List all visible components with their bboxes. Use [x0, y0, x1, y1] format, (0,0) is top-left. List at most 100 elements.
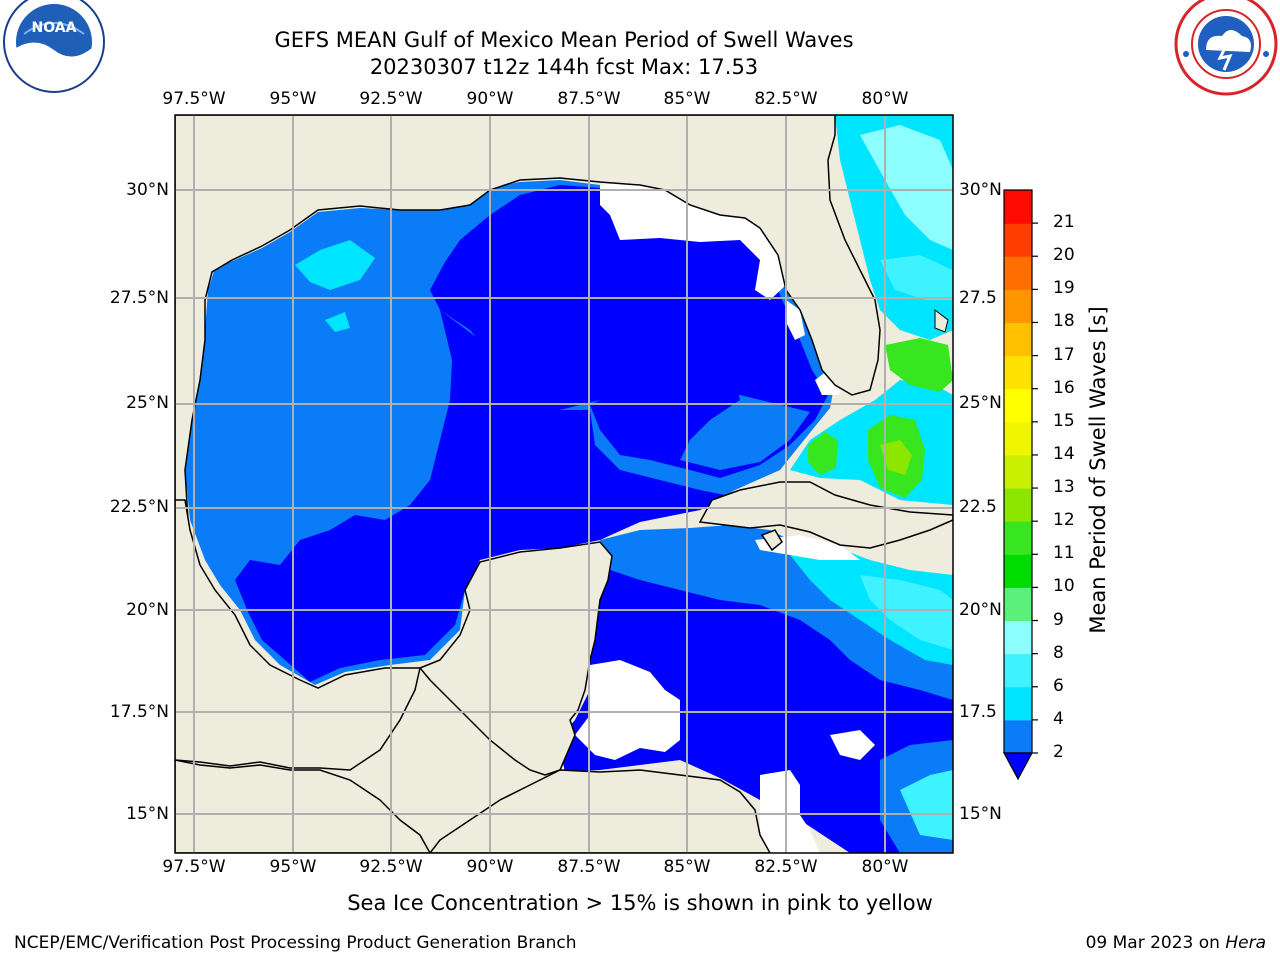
nodata-patch-ne [830, 730, 875, 760]
map-frame [174, 114, 954, 854]
colorbar-segment [1004, 719, 1032, 754]
lat-label-left: 27.5°N [109, 288, 169, 308]
colorbar-segment [1004, 653, 1032, 688]
lat-label-right: 20°N [959, 600, 1002, 620]
lat-label-right: 30°N [959, 180, 1002, 200]
lon-label-bottom: 97.5°W [162, 857, 226, 877]
bahamas-green [885, 338, 953, 392]
chart-subtitle: 20230307 t12z 144h fcst Max: 17.53 [369, 55, 759, 79]
lat-label-left: 30°N [126, 180, 169, 200]
colorbar-tick-label: 19 [1053, 278, 1075, 299]
colorbar-title: Mean Period of Swell Waves [s] [1086, 306, 1110, 634]
atlantic-light [860, 125, 953, 250]
colorbar-segment [1004, 223, 1032, 257]
colorbar-segment [1004, 355, 1032, 390]
lat-label-left: 17.5°N [109, 702, 169, 722]
lon-label-bottom: 92.5°W [359, 857, 423, 877]
land-mexico-west [175, 499, 421, 771]
colorbar-segment [1004, 587, 1032, 622]
colorbar-segment [1004, 454, 1032, 489]
nw-cyan [295, 240, 375, 290]
colorbar-tick-label: 2 [1053, 742, 1064, 762]
land-isle-of-youth [760, 529, 783, 552]
lon-label-bottom: 87.5°W [557, 857, 621, 877]
colorbar-segment [1004, 521, 1032, 555]
lon-label-top: 82.5°W [754, 89, 818, 109]
colorbar-tick-label: 16 [1053, 377, 1075, 398]
sea-ice-caption: Sea Ice Concentration > 15% is shown in … [347, 891, 933, 915]
colorbar-segment [1004, 421, 1032, 456]
land-bahamas [934, 308, 949, 333]
chart-title: GEFS MEAN Gulf of Mexico Mean Period of … [274, 28, 854, 52]
caribbean-se-cyan [900, 770, 953, 840]
colorbar-extend-arrow [1002, 752, 1034, 781]
lat-label-right: 15°N [959, 804, 1002, 824]
nw-cyan-2 [325, 312, 350, 332]
colorbar-segment [1004, 256, 1032, 290]
colorbar [1002, 189, 1038, 781]
land-yucatan [418, 541, 613, 776]
caribbean-shelf [600, 525, 953, 700]
lon-label-top: 87.5°W [557, 89, 621, 109]
lat-label-left: 22.5°N [109, 497, 169, 517]
map-area [175, 115, 953, 853]
colorbar-tick-label: 8 [1053, 642, 1064, 663]
colorbar-segment [1004, 388, 1032, 423]
graticule [175, 115, 953, 853]
colorbar-tick-label: 21 [1053, 212, 1075, 233]
lon-label-top: 95°W [269, 89, 317, 109]
footer-branch: NCEP/EMC/Verification Post Processing Pr… [14, 933, 577, 953]
lat-label-left: 20°N [126, 600, 169, 620]
colorbar-segment [1004, 686, 1032, 721]
lon-label-top: 85°W [663, 89, 711, 109]
colorbar-segment [1004, 322, 1032, 357]
colorbar-tick-label: 4 [1053, 708, 1064, 729]
lat-label-right: 25°N [959, 393, 1002, 413]
lon-label-bottom: 95°W [269, 857, 317, 877]
atlantic-shelf [880, 255, 953, 300]
nodata-honduras [760, 770, 820, 853]
caribbean-cyan-1 [790, 545, 953, 665]
colorbar-tick-label: 10 [1053, 576, 1075, 597]
lon-label-top: 80°W [861, 89, 909, 109]
lon-label-top: 97.5°W [162, 89, 226, 109]
colorbar-segment [1004, 488, 1032, 522]
noaa-logo: NOAA [3, 0, 105, 93]
lat-label-left: 25°N [126, 393, 169, 413]
gulf-deep-west [235, 310, 730, 682]
colorbar-tick-label: 18 [1053, 311, 1075, 332]
lon-label-bottom: 80°W [861, 857, 909, 877]
straits-green-west [808, 432, 838, 475]
colorbar-tick-label: 14 [1053, 443, 1075, 464]
land-central-america [175, 759, 431, 853]
footer-date-text: 09 Mar 2023 on [1085, 933, 1226, 953]
footer-host: Hera [1225, 933, 1266, 953]
colorbar-tick-label: 20 [1053, 245, 1075, 266]
lat-label-right: 27.5 [959, 288, 997, 308]
colorbar-tick-label: 6 [1053, 675, 1064, 696]
footer-date: 09 Mar 2023 on Hera [1086, 933, 1266, 953]
colorbar-segment [1004, 620, 1032, 655]
lat-label-right: 17.5 [959, 702, 997, 722]
colorbar-segment [1004, 554, 1032, 588]
lon-label-bottom: 82.5°W [754, 857, 818, 877]
nodata-yucatan-south [575, 660, 680, 760]
land-cuba [698, 481, 953, 549]
lon-label-bottom: 85°W [663, 857, 711, 877]
lon-label-bottom: 90°W [466, 857, 514, 877]
lon-label-top: 92.5°W [359, 89, 423, 109]
colorbar-segment [1004, 289, 1032, 323]
colorbar-tick-label: 17 [1053, 344, 1075, 365]
caribbean-cyan-2 [860, 575, 953, 650]
lon-label-top: 90°W [466, 89, 514, 109]
colorbar-tick-label: 13 [1053, 477, 1075, 498]
svg-text:NOAA: NOAA [32, 20, 77, 36]
colorbar-tick-label: 15 [1053, 410, 1075, 431]
nws-logo [1174, 0, 1278, 96]
colorbar-tick-label: 11 [1053, 543, 1075, 564]
colorbar-segment [1004, 190, 1032, 224]
colorbar-tick-label: 9 [1053, 609, 1064, 630]
lat-label-left: 15°N [126, 804, 169, 824]
lat-label-right: 22.5 [959, 497, 997, 517]
